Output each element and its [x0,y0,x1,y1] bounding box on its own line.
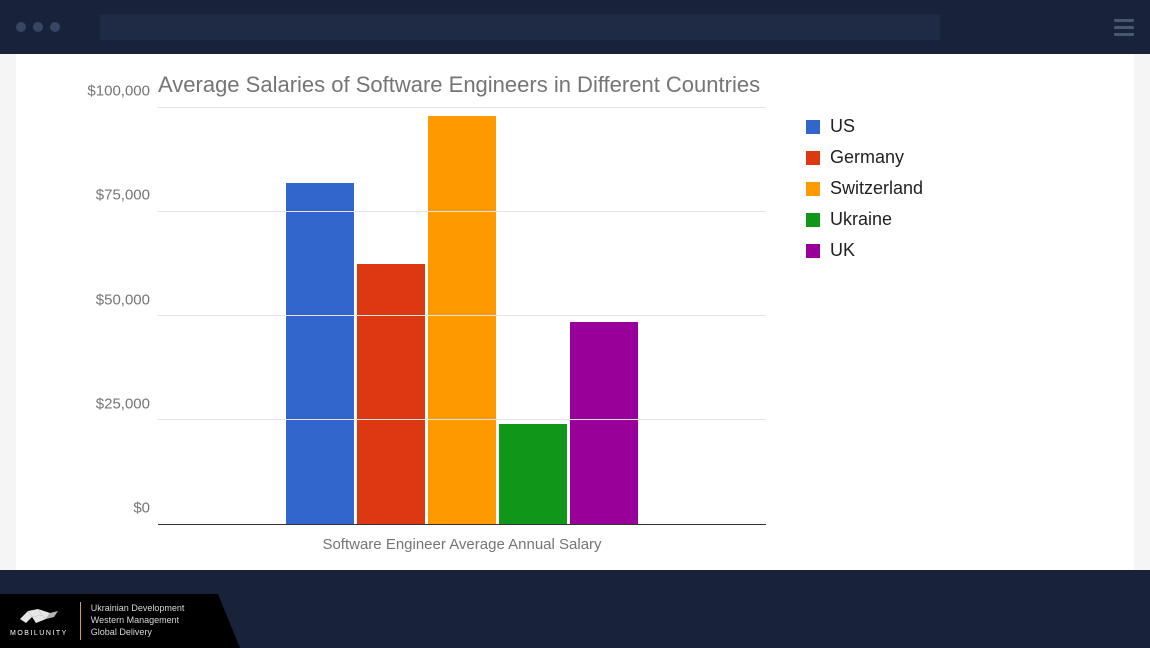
brand-badge: MOBILUNITY Ukrainian DevelopmentWestern … [0,594,240,648]
y-tick-label: $25,000 [96,395,150,412]
browser-chrome [0,0,1150,54]
tagline: Western Management [91,615,185,627]
bar[interactable] [570,322,638,524]
tagline: Global Delivery [91,627,185,639]
footer: MOBILUNITY Ukrainian DevelopmentWestern … [0,570,1150,648]
hamburger-menu-icon[interactable] [1114,19,1134,36]
bar[interactable] [357,264,425,524]
legend-swatch [806,120,820,134]
gridline [158,419,766,420]
bar[interactable] [499,424,567,524]
gridline [158,315,766,316]
legend-swatch [806,213,820,227]
gridline [158,107,766,108]
taglines: Ukrainian DevelopmentWestern ManagementG… [91,603,185,638]
y-tick-label: $50,000 [96,291,150,308]
bar[interactable] [286,183,354,524]
legend-item[interactable]: UK [806,240,923,261]
legend-label: UK [830,240,855,261]
x-axis-label: Software Engineer Average Annual Salary [158,530,766,553]
legend-item[interactable]: US [806,116,923,137]
window-dot[interactable] [33,22,43,32]
url-bar[interactable] [100,14,940,40]
plot-area: $0$25,000$50,000$75,000$100,000 Software… [46,108,766,553]
legend-item[interactable]: Switzerland [806,178,923,199]
window-dot[interactable] [50,22,60,32]
tagline: Ukrainian Development [91,603,185,615]
legend-swatch [806,182,820,196]
legend-swatch [806,244,820,258]
legend-label: US [830,116,855,137]
legend-label: Germany [830,147,904,168]
bars-group [286,108,638,524]
chart-card: Average Salaries of Software Engineers i… [16,54,1134,570]
y-tick-label: $0 [133,500,150,517]
brand-name: MOBILUNITY [10,630,68,637]
window-controls [16,22,60,32]
legend-item[interactable]: Germany [806,147,923,168]
chart-title: Average Salaries of Software Engineers i… [158,72,1104,98]
bar[interactable] [428,116,496,524]
window-dot[interactable] [16,22,26,32]
gridline [158,211,766,212]
legend-label: Switzerland [830,178,923,199]
whale-logo-icon [18,605,60,629]
y-tick-label: $100,000 [87,83,150,100]
legend-swatch [806,151,820,165]
y-axis: $0$25,000$50,000$75,000$100,000 [46,108,158,525]
legend-label: Ukraine [830,209,892,230]
legend-item[interactable]: Ukraine [806,209,923,230]
divider [80,602,81,640]
grid-area [158,108,766,525]
y-tick-label: $75,000 [96,187,150,204]
legend: US Germany Switzerland Ukraine UK [766,108,923,553]
